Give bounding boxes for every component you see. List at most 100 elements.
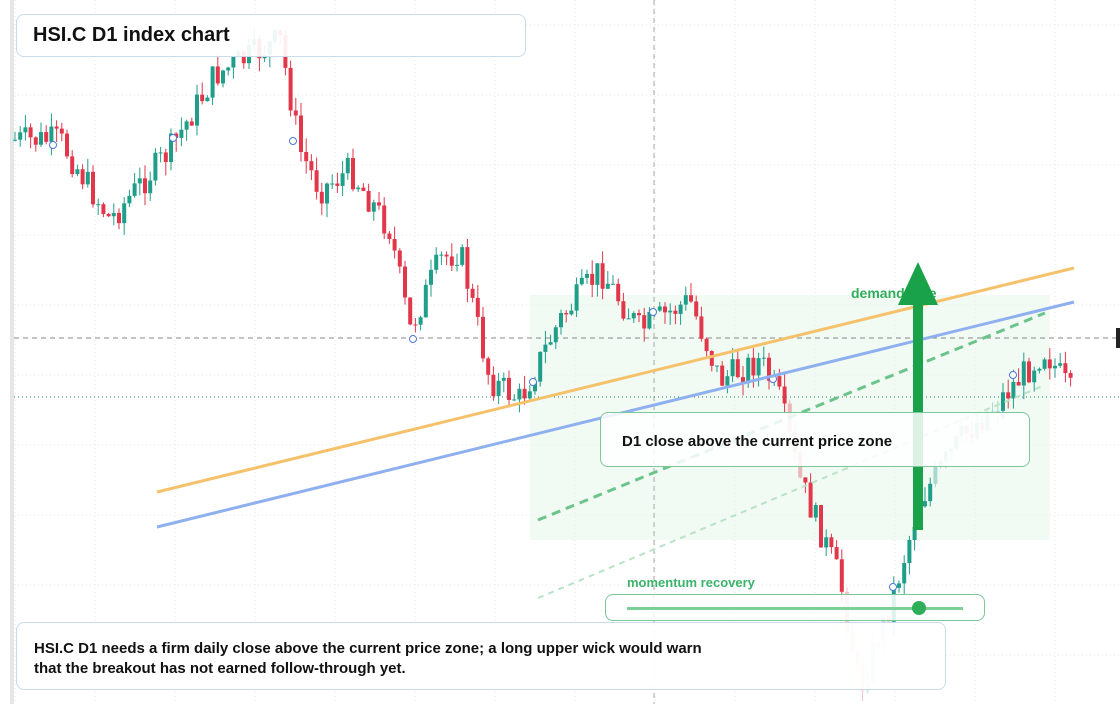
green-channel-lower <box>537 384 1046 599</box>
candle-body <box>330 183 335 185</box>
candle-body <box>33 137 38 145</box>
candle <box>621 292 626 321</box>
candle-body <box>96 204 101 206</box>
candle-body <box>808 482 813 518</box>
candle <box>501 372 506 393</box>
candle-body <box>1068 373 1073 378</box>
slider-track <box>627 607 963 610</box>
candle-body <box>585 273 589 278</box>
candle-body <box>455 264 459 266</box>
candle-body <box>803 477 808 483</box>
candle <box>127 189 132 208</box>
candle <box>18 126 23 147</box>
candle-body <box>902 562 907 584</box>
candle-body <box>1047 359 1052 369</box>
candle <box>527 385 532 400</box>
candle-body <box>143 178 147 194</box>
candle-body <box>184 121 189 130</box>
candle-body <box>579 277 584 285</box>
note: D1 close above the current price zone <box>622 433 893 450</box>
candle <box>106 212 111 217</box>
candle <box>366 183 371 213</box>
candle <box>382 197 387 240</box>
candle-body <box>673 310 678 314</box>
candle-body <box>163 152 168 163</box>
candle-body <box>699 316 704 339</box>
candle-body <box>470 288 475 298</box>
candle <box>111 203 116 226</box>
candle-body <box>299 115 303 152</box>
candle-body <box>1021 361 1026 386</box>
candle <box>673 305 678 325</box>
candle <box>340 160 345 197</box>
candle-body <box>746 357 751 383</box>
candle <box>767 352 771 390</box>
candle-body <box>777 376 782 387</box>
slider-knob <box>912 601 926 615</box>
candle-body <box>595 263 600 285</box>
candle <box>517 383 522 413</box>
candle <box>559 309 563 335</box>
candle-body <box>439 254 444 256</box>
candle-body <box>553 327 558 343</box>
candle-body <box>23 127 28 133</box>
candle-body <box>1006 392 1011 399</box>
candle-body <box>616 283 621 302</box>
candle-body <box>413 324 418 326</box>
candle <box>730 348 735 383</box>
candle <box>486 356 491 385</box>
candle-body <box>403 266 407 298</box>
candle-body <box>683 295 688 305</box>
candle <box>434 247 439 274</box>
candle <box>616 278 621 306</box>
candle-body <box>912 526 917 541</box>
candle <box>179 117 184 147</box>
candle-body <box>725 376 730 386</box>
candle <box>553 325 558 349</box>
candle <box>392 226 397 259</box>
candle-body <box>668 310 673 313</box>
candle <box>65 129 69 159</box>
candle-body <box>631 313 636 319</box>
candle <box>808 473 813 518</box>
candle-body <box>200 94 205 102</box>
candle <box>496 373 501 405</box>
candle-body <box>387 233 392 240</box>
candle-body <box>325 183 329 204</box>
candle-body <box>39 132 43 145</box>
candle <box>75 164 80 177</box>
signal-marker <box>49 141 57 149</box>
candle <box>1037 367 1042 374</box>
candle <box>491 366 496 401</box>
candle-body <box>231 57 236 68</box>
candle-body <box>423 284 428 318</box>
candle <box>611 275 615 285</box>
candle-body <box>153 152 158 181</box>
candle <box>475 284 480 326</box>
candle <box>605 271 610 290</box>
candle <box>309 154 314 181</box>
candle-body <box>314 170 319 192</box>
candle <box>761 346 766 367</box>
candle-body <box>663 306 667 313</box>
candle <box>1047 348 1052 380</box>
candle-body <box>782 386 787 404</box>
candle <box>96 198 101 215</box>
candle <box>683 286 688 311</box>
candle <box>1063 351 1068 383</box>
candle-body <box>54 126 59 129</box>
candle <box>543 330 548 364</box>
candle-body <box>621 301 626 319</box>
candle <box>741 365 745 396</box>
candle <box>1032 366 1037 392</box>
candle <box>725 370 730 394</box>
candle-body <box>148 180 153 194</box>
signal-marker <box>1009 371 1017 379</box>
candle-body <box>897 583 901 588</box>
candle-body <box>657 306 662 311</box>
candle <box>101 202 106 218</box>
candle <box>600 251 605 300</box>
candle-body <box>1011 382 1016 399</box>
candle <box>403 260 407 305</box>
candle <box>465 238 470 303</box>
